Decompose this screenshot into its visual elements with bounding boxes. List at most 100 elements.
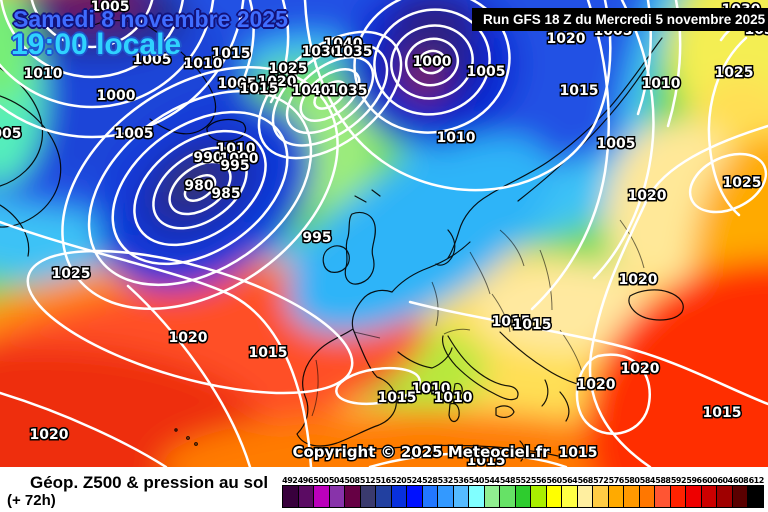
legend-value: 524 — [406, 476, 423, 485]
legend-value: 536 — [453, 476, 469, 485]
pressure-label: 1025 — [715, 65, 754, 81]
legend-cell — [701, 486, 718, 507]
legend-value: 600 — [701, 476, 718, 485]
legend-value: 492 — [282, 476, 298, 485]
pressure-label: 1025 — [723, 175, 762, 191]
legend-cell — [624, 486, 640, 507]
pressure-label: 1010 — [217, 141, 256, 157]
legend-cell — [345, 486, 361, 507]
pressure-label: 1015 — [212, 46, 251, 62]
weather-map: 1005103010301040103010351015100510101025… — [0, 0, 768, 467]
legend-cell — [608, 486, 625, 507]
legend-value: 588 — [655, 476, 671, 485]
footer-bar: Géop. Z500 & pression au sol (+ 72h) 492… — [0, 467, 768, 512]
legend-cell — [484, 486, 501, 507]
pressure-label: 1015 — [703, 405, 742, 421]
legend-cell — [438, 486, 454, 507]
pressure-label: 1005 — [218, 76, 257, 92]
legend-value: 556 — [530, 476, 547, 485]
legend-values: 492 496 500 504 508 512 516 520 524 528 532 536 540 5… — [282, 476, 764, 485]
legend-cell — [748, 486, 763, 507]
pressure-label: 1010 — [642, 76, 681, 92]
legend-value: 544 — [484, 476, 500, 485]
legend-value: 568 — [577, 476, 594, 485]
pressure-label: 1035 — [329, 83, 368, 99]
pressure-label: 1030 — [302, 44, 341, 60]
copyright-label: Copyright © 2025 Meteociel.fr — [292, 443, 550, 461]
legend-value: 592 — [670, 476, 687, 485]
legend-value: 504 — [328, 476, 345, 485]
pressure-label: 1025 — [269, 61, 308, 77]
legend-cell — [500, 486, 516, 507]
legend-value: 532 — [437, 476, 454, 485]
legend-value: 560 — [546, 476, 562, 485]
pressure-label: 1015 — [560, 83, 599, 99]
pressure-label: 1015 — [513, 317, 552, 333]
legend-cell — [717, 486, 733, 507]
legend-cell — [469, 486, 485, 507]
pressure-label: 1015 — [378, 390, 417, 406]
isobar-contours — [0, 0, 768, 467]
legend-cell — [360, 486, 377, 507]
pressure-label: 990 — [193, 150, 222, 166]
valid-time-label: 19:00 locale — [11, 28, 182, 61]
pressure-label: 1020 — [621, 361, 660, 377]
pressure-label: 980 — [184, 178, 213, 194]
legend-cell — [422, 486, 439, 507]
pressure-label: 1010 — [184, 56, 223, 72]
pressure-label: 995 — [302, 230, 331, 246]
pressure-label: 1040 — [292, 83, 331, 99]
legend-cell — [531, 486, 547, 507]
pressure-label: 1010 — [412, 381, 451, 397]
legend-cell — [577, 486, 594, 507]
legend-value: 528 — [422, 476, 438, 485]
pressure-label: 1020 — [628, 188, 667, 204]
pressure-label: 1015 — [559, 445, 598, 461]
forecast-hour-label: (+ 72h) — [7, 492, 56, 509]
legend-cell — [283, 486, 299, 507]
legend-value: 496 — [297, 476, 314, 485]
pressure-label: 995 — [220, 158, 249, 174]
legend-value: 580 — [624, 476, 640, 485]
pressure-label: 1015 — [467, 453, 506, 467]
map-canvas: 1005103010301040103010351015100510101025… — [0, 0, 768, 467]
pressure-label: 1005 — [115, 126, 154, 142]
pressure-label: 1000 — [220, 151, 259, 167]
legend-value: 516 — [375, 476, 391, 485]
valid-date-label: Samedi 8 novembre 2025 — [13, 6, 288, 32]
legend-cell — [732, 486, 749, 507]
legend-value: 512 — [359, 476, 376, 485]
pressure-label: 1000 — [413, 54, 452, 70]
pressure-label: 1015 — [240, 81, 279, 97]
legend-value: 520 — [391, 476, 407, 485]
pressure-label: 1040 — [324, 36, 363, 52]
pressure-label: 1020 — [169, 330, 208, 346]
pressure-label: 1005 — [91, 0, 130, 15]
pressure-label: 1000 — [97, 88, 136, 104]
model-run-label: Run GFS 18 Z du Mercredi 5 novembre 2025 — [472, 8, 768, 31]
legend-cell — [298, 486, 315, 507]
legend-cell — [593, 486, 609, 507]
legend-cell — [376, 486, 392, 507]
pressure-label: 985 — [211, 186, 240, 202]
pressure-label: 1035 — [334, 44, 373, 60]
legend-cell — [546, 486, 563, 507]
legend-value: 548 — [499, 476, 516, 485]
legend-cell — [686, 486, 702, 507]
legend-value: 596 — [686, 476, 702, 485]
legend-cell — [314, 486, 330, 507]
legend-value: 508 — [344, 476, 360, 485]
chart-title: Géop. Z500 & pression au sol — [30, 473, 269, 492]
legend-value: 604 — [717, 476, 733, 485]
pressure-label: 1020 — [30, 427, 69, 443]
pressure-labels: 1005103010301040103010351015100510101025… — [0, 0, 768, 467]
legend-cell — [639, 486, 656, 507]
legend-cell — [515, 486, 532, 507]
pressure-label: 1015 — [249, 345, 288, 361]
geopotential-field — [0, 0, 768, 467]
color-scale-legend: 492 496 500 504 508 512 516 520 524 528 532 536 540 5… — [282, 476, 764, 508]
legend-cell — [562, 486, 578, 507]
legend-value: 608 — [733, 476, 749, 485]
pressure-label: 1005 — [0, 126, 21, 142]
